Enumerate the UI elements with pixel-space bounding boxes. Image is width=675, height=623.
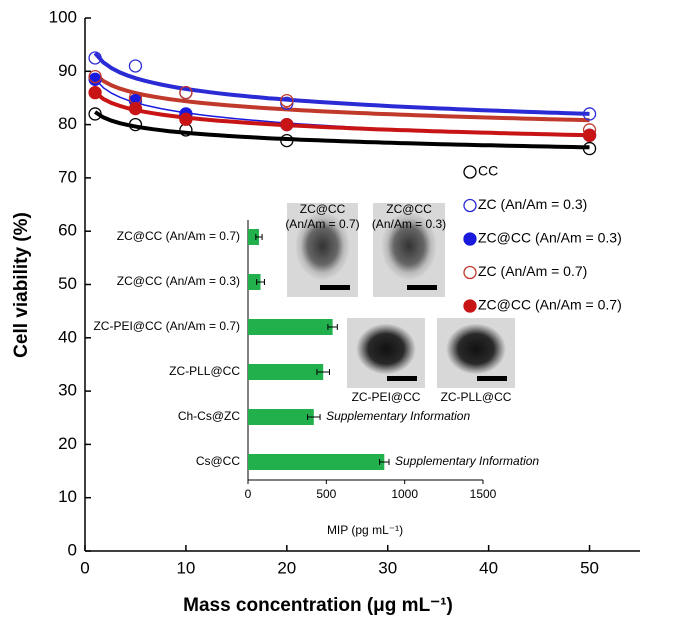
scale-bar <box>387 376 417 381</box>
y-tick-label: 60 <box>58 221 77 240</box>
bar <box>248 274 261 290</box>
y-tick-label: 70 <box>58 167 77 186</box>
image-label: ZC-PEI@CC <box>352 390 421 404</box>
error-bar <box>379 459 390 465</box>
legend-marker <box>463 299 477 313</box>
inset-x-tick-label: 1500 <box>470 487 497 501</box>
x-tick-label: 30 <box>378 558 397 577</box>
legend-label: ZC (An/Am = 0.3) <box>478 196 587 212</box>
fit-curve <box>93 51 590 116</box>
bar <box>248 454 385 470</box>
y-tick-label: 100 <box>49 7 77 26</box>
x-tick-label: 20 <box>277 558 296 577</box>
category-label: ZC-PLL@CC <box>169 364 240 378</box>
data-point <box>88 72 102 86</box>
data-point <box>128 117 143 132</box>
legend-label: ZC (An/Am = 0.7) <box>478 263 587 279</box>
data-point <box>582 107 597 121</box>
data-point <box>280 133 294 148</box>
error-bar <box>256 279 265 285</box>
data-point <box>179 85 193 100</box>
data-point <box>128 59 143 73</box>
scale-bar <box>320 285 350 290</box>
category-label: ZC@CC (An/Am = 0.3) <box>117 274 240 288</box>
legend-marker <box>463 232 477 246</box>
data-point <box>582 141 597 156</box>
bar <box>248 409 314 425</box>
image-label: (An/Am = 0.7) <box>285 217 359 231</box>
inset-x-tick-label: 1000 <box>391 487 418 501</box>
y-tick-label: 40 <box>58 327 77 346</box>
bar <box>248 229 259 245</box>
legend-label: CC <box>478 163 498 179</box>
y-tick-label: 30 <box>58 381 77 400</box>
legend-label: ZC@CC (An/Am = 0.3) <box>478 230 622 246</box>
y-tick-label: 90 <box>58 61 77 80</box>
error-bar <box>307 414 321 420</box>
inset-x-tick-label: 0 <box>245 487 252 501</box>
micrograph-spot <box>295 212 350 280</box>
category-label: Cs@CC <box>196 454 241 468</box>
data-point <box>88 51 102 65</box>
data-point <box>280 93 294 108</box>
error-bar <box>316 369 330 375</box>
micrograph-spot <box>381 212 437 280</box>
data-point <box>88 85 102 100</box>
x-tick-label: 10 <box>176 558 195 577</box>
scale-bar <box>477 376 507 381</box>
legend-label: ZC@CC (An/Am = 0.7) <box>478 297 622 313</box>
fit-curve <box>94 110 590 150</box>
category-label: ZC@CC (An/Am = 0.7) <box>117 229 240 243</box>
micrograph-spot <box>446 323 506 375</box>
x-tick-label: 40 <box>479 558 498 577</box>
bar-annotation: Supplementary Information <box>395 454 539 468</box>
y-tick-label: 20 <box>58 434 77 453</box>
scale-bar <box>407 285 437 290</box>
data-point <box>179 112 193 126</box>
x-tick-label: 50 <box>580 558 599 577</box>
fit-curve <box>93 90 590 138</box>
micrograph-spot <box>356 323 416 375</box>
category-label: Ch-Cs@ZC <box>178 409 241 423</box>
data-point <box>88 107 102 121</box>
image-label: ZC@CC <box>386 202 432 216</box>
y-tick-label: 50 <box>58 274 77 293</box>
bar <box>248 319 333 335</box>
data-point <box>128 101 143 116</box>
bar <box>248 364 324 380</box>
y-tick-label: 80 <box>58 114 77 133</box>
bar-annotation: Supplementary Information <box>326 409 470 423</box>
data-point <box>88 69 102 84</box>
image-label: ZC@CC <box>300 202 346 216</box>
y-tick-label: 10 <box>58 487 77 506</box>
legend-marker <box>463 198 477 213</box>
x-axis-label: Mass concentration (μg mL⁻¹) <box>183 595 453 616</box>
fit-curve <box>93 72 590 123</box>
error-bar <box>327 324 338 330</box>
legend-marker <box>463 165 477 179</box>
inset-x-tick-label: 500 <box>316 487 336 501</box>
y-tick-label: 0 <box>68 540 77 559</box>
y-axis-label: Cell viability (%) <box>11 212 32 358</box>
inset-x-label: MIP (pg mL⁻¹) <box>327 523 403 537</box>
image-label: ZC-PLL@CC <box>441 390 512 404</box>
category-label: ZC-PEI@CC (An/Am = 0.7) <box>93 319 240 333</box>
data-point <box>582 128 597 142</box>
legend-marker <box>463 265 477 280</box>
image-label: (An/Am = 0.3) <box>372 217 446 231</box>
error-bar <box>255 234 263 240</box>
x-tick-label: 0 <box>80 558 89 577</box>
data-point <box>280 117 294 132</box>
